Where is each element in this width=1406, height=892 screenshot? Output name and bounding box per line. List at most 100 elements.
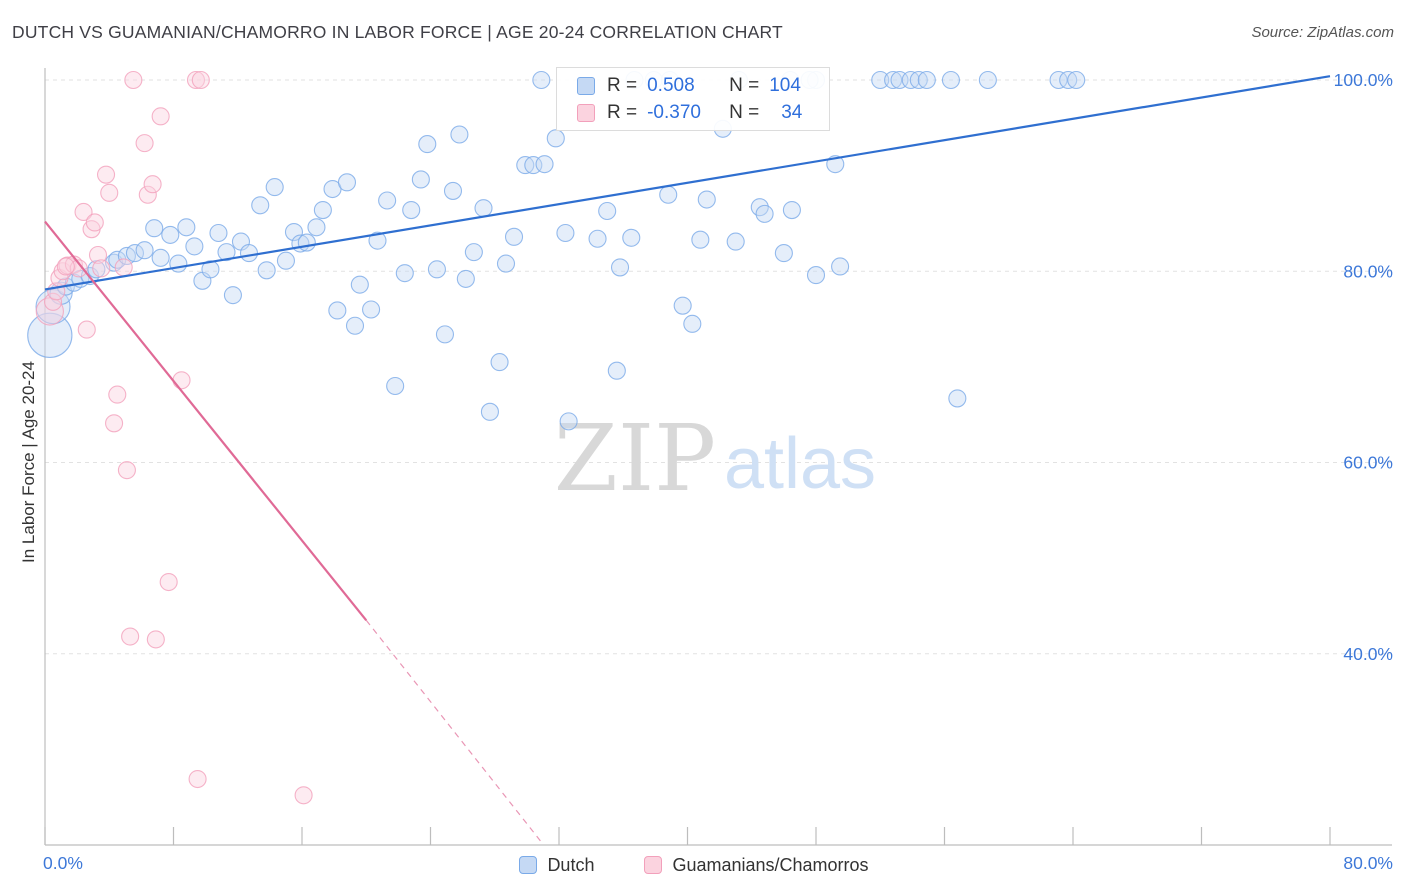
dutch-point — [337, 173, 357, 192]
series-legend: Dutch Guamanians/Chamorros — [0, 852, 1406, 878]
guam-point — [294, 786, 313, 805]
legend-item-dutch[interactable]: Dutch — [519, 855, 594, 876]
dutch-point — [265, 178, 284, 197]
dutch-point — [559, 412, 578, 431]
guam-point — [100, 183, 119, 202]
dutch-legend-swatch — [519, 856, 538, 874]
axes — [44, 68, 1392, 846]
guam-point — [143, 175, 162, 194]
dutch-point — [418, 135, 437, 154]
guam-point — [121, 627, 140, 646]
guam-point — [124, 70, 143, 90]
dutch-point — [535, 155, 554, 174]
dutch-point — [313, 201, 332, 220]
guam-point — [105, 414, 124, 433]
stats-row-dutch: R = 0.508 N = 104 — [577, 73, 801, 99]
dutch-point — [755, 204, 774, 223]
r-value-guam: -0.370 — [647, 102, 701, 123]
dutch-point — [151, 248, 170, 267]
dutch-point — [673, 296, 692, 315]
r-value-dutch: 0.508 — [647, 75, 695, 96]
guam-point — [172, 371, 191, 390]
guam-points — [35, 70, 313, 805]
guam-point — [114, 258, 133, 277]
guam-point — [77, 320, 96, 339]
dutch-point — [532, 70, 551, 90]
guam-point — [88, 245, 108, 265]
dutch-point — [450, 125, 469, 144]
dutch-point — [697, 190, 716, 209]
guam-point — [56, 257, 75, 276]
tick-labels: 40.0% 60.0% 80.0% 100.0% 0.0% 80.0% — [43, 70, 1393, 873]
dutch-point — [201, 260, 220, 279]
dutch-point — [480, 402, 499, 421]
dutch-point — [474, 199, 493, 218]
dutch-point — [598, 201, 617, 221]
dutch-point — [607, 361, 626, 380]
guam-point — [159, 572, 178, 592]
guam-trend-line — [44, 220, 368, 621]
guam-point — [108, 385, 127, 404]
dutch-point — [427, 260, 446, 279]
dutch-point — [1067, 70, 1086, 90]
dutch-point — [161, 225, 180, 244]
guam-point — [96, 165, 116, 184]
r-label: R = — [607, 75, 638, 96]
dutch-trend-line — [44, 75, 1331, 291]
dutch-point — [884, 70, 903, 90]
watermark: ZIP atlas — [554, 405, 876, 512]
dutch-point — [435, 325, 455, 344]
dutch-point — [345, 316, 365, 335]
guam-point — [188, 769, 207, 789]
guam-swatch — [577, 104, 595, 122]
dutch-point — [504, 227, 524, 246]
legend-item-guam[interactable]: Guamanians/Chamorros — [644, 854, 869, 876]
n-value-dutch: 104 — [769, 75, 801, 96]
dutch-point — [145, 219, 164, 238]
x-tick-label: 80.0% — [1343, 853, 1393, 873]
y-tick-label: 40.0% — [1343, 644, 1393, 664]
dutch-swatch — [577, 77, 595, 95]
guam-point — [117, 461, 136, 480]
dutch-point — [948, 389, 967, 408]
dutch-point — [223, 286, 242, 305]
guam-point — [138, 185, 157, 204]
dutch-point — [978, 70, 997, 90]
x-tick-label: 0.0% — [43, 853, 83, 873]
dutch-point — [368, 231, 387, 250]
dutch-point — [209, 223, 228, 243]
y-tick-label: 80.0% — [1343, 261, 1393, 281]
y-tick-label: 60.0% — [1343, 453, 1393, 473]
dutch-point — [217, 243, 236, 262]
dutch-point — [917, 70, 936, 90]
guam-point — [92, 259, 111, 278]
dutch-point — [443, 181, 463, 200]
dutch-point — [871, 70, 890, 90]
guam-point — [74, 202, 93, 222]
y-tick-label: 100.0% — [1334, 70, 1393, 90]
dutch-point — [307, 218, 326, 237]
dutch-point — [402, 201, 421, 220]
source-credit: Source: ZipAtlas.com — [1251, 24, 1394, 41]
r-label: R = — [607, 102, 638, 123]
dutch-point — [726, 232, 745, 251]
dutch-point — [774, 244, 793, 263]
dutch-point — [350, 275, 369, 294]
dutch-point — [556, 223, 575, 243]
chart-title: DUTCH VS GUAMANIAN/CHAMORRO IN LABOR FOR… — [12, 22, 783, 42]
dutch-point — [411, 170, 430, 189]
guam-point — [186, 70, 206, 90]
dutch-point — [378, 191, 397, 210]
legend-label-guam: Guamanians/Chamorros — [672, 854, 869, 875]
watermark-zip: ZIP — [554, 405, 716, 512]
dutch-point — [831, 257, 850, 276]
dutch-point — [108, 250, 127, 269]
watermark-atlas: atlas — [724, 424, 876, 504]
dutch-point — [546, 129, 565, 148]
trend-lines — [44, 75, 1331, 845]
dutch-point — [691, 230, 710, 249]
dutch-point — [496, 254, 516, 273]
guam-point — [58, 256, 77, 275]
guam-legend-swatch — [644, 856, 663, 874]
dutch-point — [456, 269, 475, 288]
